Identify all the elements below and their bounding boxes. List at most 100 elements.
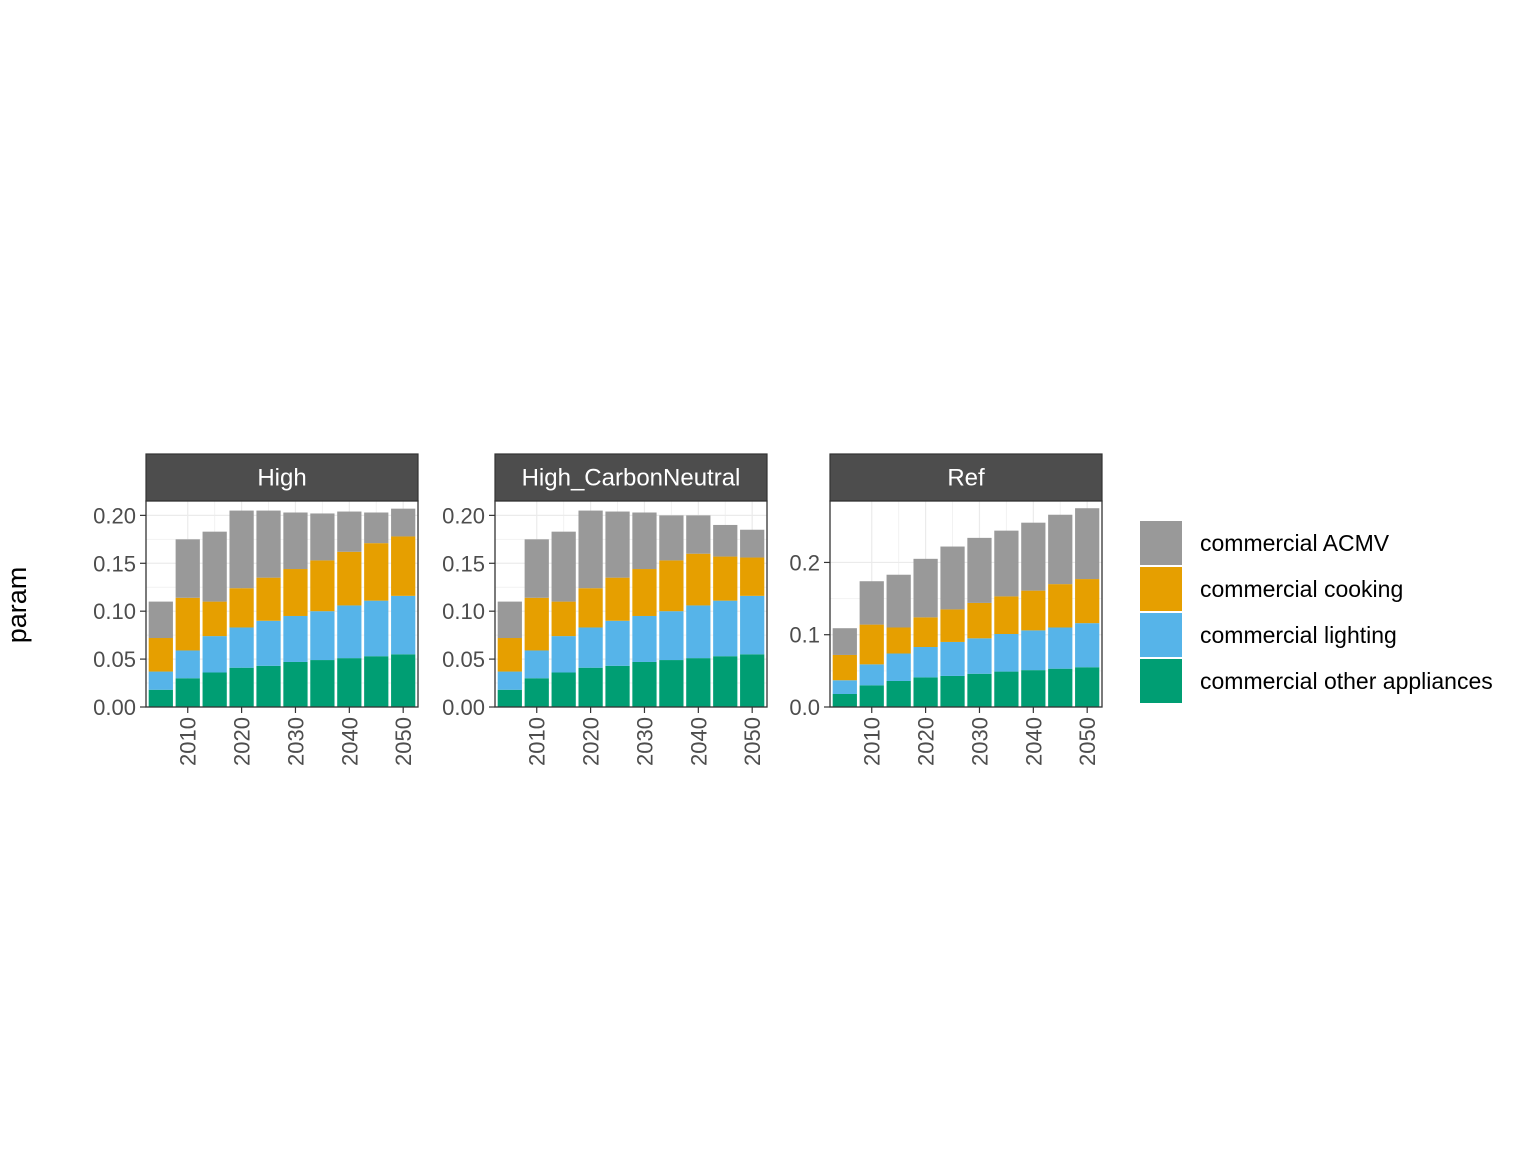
bar-segment <box>524 678 549 707</box>
bar-segment <box>337 658 362 707</box>
bar-segment <box>148 601 173 639</box>
bar-segment <box>859 581 884 625</box>
y-tick-label: 0.2 <box>789 550 820 575</box>
bar-segment <box>713 524 738 557</box>
bar-segment <box>256 510 281 578</box>
y-tick-label: 0.05 <box>93 647 136 672</box>
x-tick-label: 2050 <box>391 717 416 766</box>
bar-segment <box>713 600 738 657</box>
bar-segment <box>740 529 765 558</box>
bar-segment <box>940 609 965 642</box>
x-tick-label: 2040 <box>337 717 362 766</box>
bar-segment <box>832 680 857 694</box>
legend-key <box>1140 521 1182 565</box>
bar-segment <box>283 569 308 616</box>
bar-segment <box>859 624 884 665</box>
bar-segment <box>551 636 576 673</box>
bar-segment <box>967 638 992 674</box>
bar-segment <box>337 551 362 606</box>
bar-segment <box>310 660 335 707</box>
y-tick-label: 0.05 <box>442 647 485 672</box>
facet-title: High <box>257 465 306 492</box>
x-tick-label: 2050 <box>740 717 765 766</box>
bar-segment <box>578 627 603 668</box>
bar-segment <box>364 600 389 657</box>
bar-segment <box>605 511 630 578</box>
facet-strip <box>145 453 419 502</box>
facet-panel-0: High 0.00 0.05 0.10 0.15 0.20 2010 2020 2030 2040… <box>93 453 419 766</box>
bar-segment <box>202 531 227 602</box>
bar-segment <box>524 539 549 598</box>
x-tick-label: 2010 <box>860 717 885 766</box>
bar-segment <box>148 689 173 707</box>
bar-segment <box>605 665 630 707</box>
bar-segment <box>740 654 765 707</box>
bar-segment <box>740 595 765 655</box>
bar-segment <box>659 611 684 661</box>
y-tick-label: 0.00 <box>442 695 485 720</box>
bar-segment <box>551 601 576 637</box>
bar-segment <box>229 627 254 668</box>
bar-segment <box>391 536 416 596</box>
legend: commercial ACMV commercial cooking commerc… <box>1140 521 1493 703</box>
bar-segment <box>1048 668 1073 707</box>
bar-segment <box>497 671 522 690</box>
bar-segment <box>605 577 630 621</box>
bar-segment <box>148 671 173 690</box>
bar-segment <box>859 685 884 707</box>
bar-segment <box>605 620 630 666</box>
bar-segment <box>686 553 711 606</box>
legend-label: commercial ACMV <box>1200 530 1390 556</box>
bar-segment <box>391 654 416 707</box>
bar-segment <box>364 512 389 544</box>
y-tick-label: 0.20 <box>442 503 485 528</box>
bar-segment <box>659 560 684 612</box>
y-tick-label: 0.0 <box>789 695 820 720</box>
facet-strip <box>829 453 1103 502</box>
bar-segment <box>283 661 308 707</box>
bar-segment <box>175 650 200 679</box>
legend-label: commercial other appliances <box>1200 668 1493 694</box>
legend-label: commercial lighting <box>1200 622 1397 648</box>
bar-segment <box>994 530 1019 597</box>
bar-segment <box>659 660 684 707</box>
bar-segment <box>1075 623 1100 668</box>
facet-panel-2: Ref 0.0 0.1 0.2 2010 2020 2030 2040 2050 <box>789 453 1103 766</box>
x-tick-label: 2040 <box>1021 717 1046 766</box>
y-tick-label: 0.10 <box>93 599 136 624</box>
panel-border <box>494 500 768 708</box>
bar-segment <box>256 577 281 621</box>
bar-segment <box>391 595 416 655</box>
bar-segment <box>310 513 335 561</box>
bar-segment <box>1021 670 1046 707</box>
bar-segment <box>524 597 549 651</box>
bar-segment <box>337 511 362 552</box>
bar-segment <box>1075 579 1100 624</box>
bar-segment <box>175 678 200 707</box>
bar-segment <box>913 617 938 648</box>
panel-border <box>829 500 1103 708</box>
facet-title: High_CarbonNeutral <box>522 465 741 492</box>
bar-segment <box>913 677 938 707</box>
bar-segment <box>886 680 911 707</box>
x-tick-label: 2020 <box>579 717 604 766</box>
facet-title: Ref <box>947 465 985 492</box>
bar-segment <box>994 671 1019 707</box>
x-tick-label: 2030 <box>632 717 657 766</box>
bar-segment <box>202 601 227 637</box>
bar-segment <box>832 693 857 707</box>
x-tick-label: 2010 <box>525 717 550 766</box>
y-tick-label: 0.15 <box>442 551 485 576</box>
bar-segment <box>940 546 965 610</box>
bar-segment <box>256 620 281 666</box>
bar-segment <box>229 510 254 589</box>
bar-segment <box>202 636 227 673</box>
bar-segment <box>283 615 308 662</box>
bar-segment <box>940 675 965 707</box>
bar-segment <box>283 512 308 570</box>
bar-segment <box>913 647 938 678</box>
x-tick-label: 2030 <box>967 717 992 766</box>
legend-key <box>1140 567 1182 611</box>
bar-segment <box>364 656 389 707</box>
bar-segment <box>497 689 522 707</box>
